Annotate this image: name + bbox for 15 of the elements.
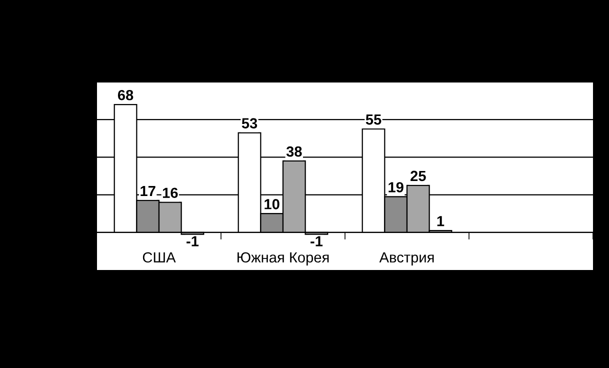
data-label: 10 (264, 199, 280, 210)
data-label: 68 (118, 90, 134, 100)
x-tick-label: США (142, 252, 176, 263)
data-label: 55 (366, 114, 382, 125)
data-label: 38 (286, 146, 302, 157)
x-tick-label: Австрия (379, 252, 434, 266)
x-tick-label: Южная Корея (238, 252, 329, 266)
data-label: -1 (310, 236, 323, 246)
data-label: 19 (388, 182, 404, 192)
data-label: 17 (140, 186, 156, 196)
data-label: 16 (162, 188, 178, 198)
data-label: 53 (242, 118, 258, 129)
data-label: 25 (410, 170, 426, 182)
data-label: -1 (186, 236, 199, 246)
data-label: 1 (437, 216, 444, 226)
